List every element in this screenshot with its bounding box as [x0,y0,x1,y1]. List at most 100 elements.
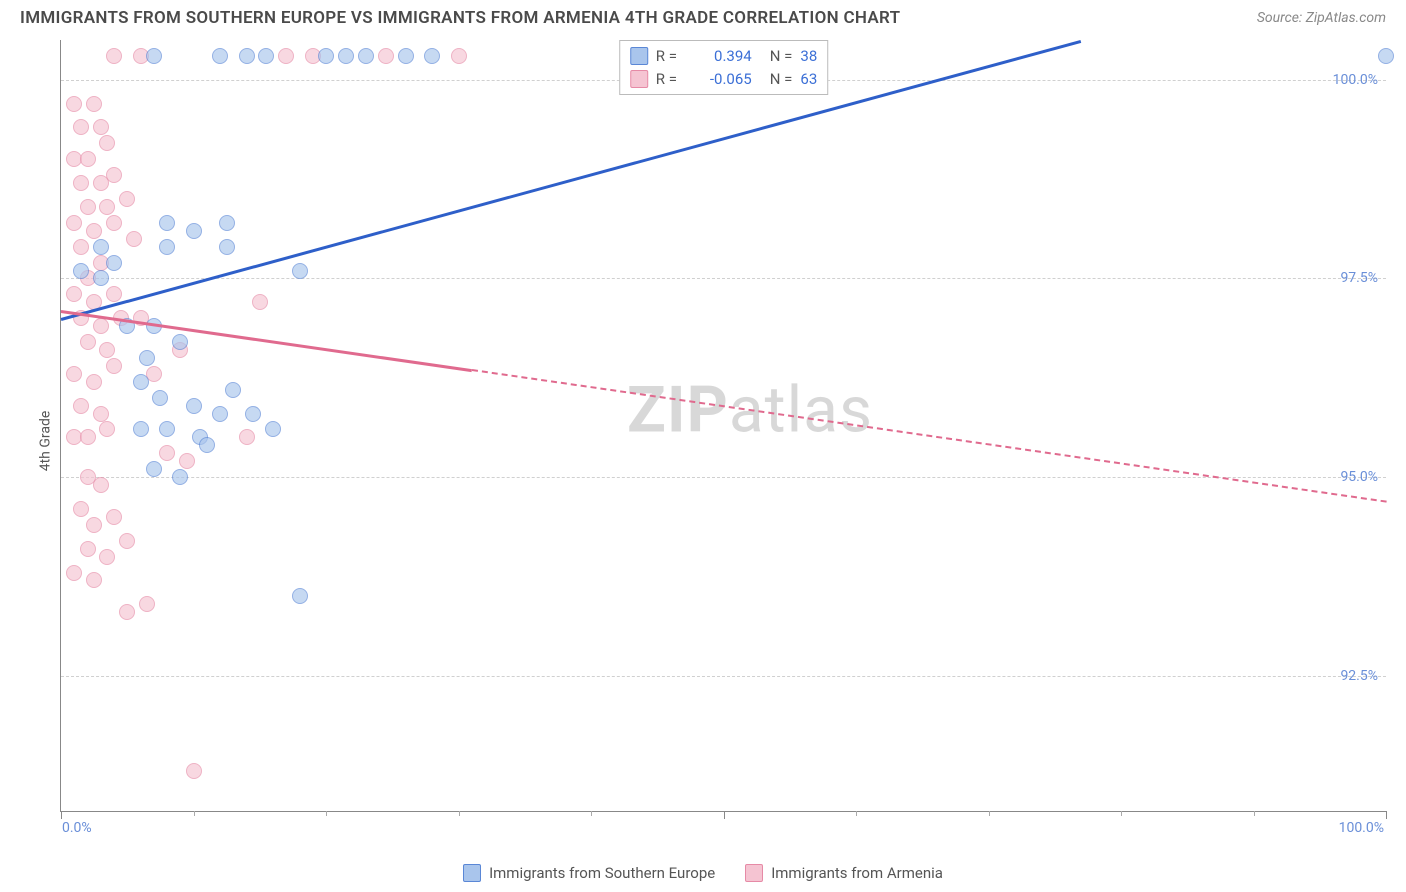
scatter-point-blue [212,406,228,422]
series-legend-item: Immigrants from Southern Europe [463,864,715,882]
scatter-point-pink [99,199,115,215]
scatter-point-pink [252,294,268,310]
scatter-point-blue [186,223,202,239]
scatter-point-pink [99,342,115,358]
scatter-point-pink [139,596,155,612]
scatter-point-blue [133,421,149,437]
scatter-point-pink [106,167,122,183]
x-tick-minor [856,811,857,816]
scatter-point-blue [245,406,261,422]
scatter-point-blue [93,239,109,255]
x-tick-minor [459,811,460,816]
chart-title: IMMIGRANTS FROM SOUTHERN EUROPE VS IMMIG… [20,8,900,28]
scatter-point-pink [73,175,89,191]
x-tick-minor [326,811,327,816]
scatter-point-blue [106,255,122,271]
chart-header: IMMIGRANTS FROM SOUTHERN EUROPE VS IMMIG… [0,0,1406,32]
scatter-point-pink [93,318,109,334]
scatter-point-blue [139,350,155,366]
scatter-point-blue [1378,48,1394,64]
scatter-point-pink [99,549,115,565]
r-value: 0.394 [692,45,752,68]
scatter-point-blue [219,239,235,255]
scatter-point-pink [86,374,102,390]
scatter-point-blue [159,215,175,231]
n-label: N = [770,68,793,91]
scatter-point-pink [179,453,195,469]
scatter-point-pink [93,406,109,422]
scatter-point-pink [80,334,96,350]
n-value: 38 [800,45,817,68]
correlation-legend-row: R =-0.065N = 63 [630,68,818,91]
n-label: N = [770,45,793,68]
series-legend-label: Immigrants from Armenia [771,864,943,882]
scatter-point-blue [146,461,162,477]
x-tick-major [1386,811,1387,819]
scatter-point-pink [106,48,122,64]
scatter-point-pink [80,151,96,167]
scatter-point-blue [146,48,162,64]
gridline-horizontal [61,278,1386,279]
scatter-point-blue [338,48,354,64]
scatter-point-blue [292,263,308,279]
scatter-point-blue [424,48,440,64]
plot-region: ZIPatlas R =0.394N = 38R =-0.065N = 63 9… [60,40,1386,812]
scatter-point-pink [66,366,82,382]
y-axis-label: 4th Grade [37,411,53,472]
trend-line-pink-solid [61,310,472,372]
scatter-point-pink [73,398,89,414]
correlation-legend: R =0.394N = 38R =-0.065N = 63 [619,40,829,95]
scatter-point-pink [86,517,102,533]
scatter-point-pink [106,215,122,231]
scatter-point-pink [106,509,122,525]
scatter-point-blue [159,421,175,437]
scatter-point-blue [292,588,308,604]
scatter-point-blue [258,48,274,64]
legend-swatch [745,864,763,882]
trend-line-pink-dashed [472,369,1387,503]
x-tick-major [724,811,725,819]
scatter-point-blue [219,215,235,231]
r-label: R = [656,45,684,68]
scatter-point-pink [126,231,142,247]
legend-swatch [630,70,648,88]
scatter-point-blue [398,48,414,64]
scatter-point-blue [199,437,215,453]
scatter-point-blue [172,334,188,350]
scatter-point-blue [225,382,241,398]
r-label: R = [656,68,684,91]
y-tick-label: 97.5% [1340,270,1378,286]
series-legend: Immigrants from Southern Europe Immigrant… [0,864,1406,882]
scatter-point-pink [73,239,89,255]
scatter-point-blue [318,48,334,64]
correlation-legend-row: R = 0.394 N = 38 [630,45,818,68]
scatter-point-pink [119,604,135,620]
x-tick-minor [1121,811,1122,816]
r-value: -0.065 [692,68,752,91]
scatter-point-pink [99,421,115,437]
series-legend-item: Immigrants from Armenia [745,864,943,882]
scatter-point-blue [212,48,228,64]
source-label: Source: ZipAtlas.com [1257,10,1386,26]
scatter-point-pink [106,286,122,302]
scatter-point-pink [86,96,102,112]
x-axis-max-label: 100.0% [1339,820,1384,836]
scatter-point-pink [186,763,202,779]
y-tick-label: 95.0% [1340,469,1378,485]
scatter-point-pink [99,135,115,151]
scatter-point-pink [451,48,467,64]
scatter-point-blue [239,48,255,64]
chart-area: 4th Grade ZIPatlas R =0.394N = 38R =-0.0… [20,40,1386,842]
scatter-point-blue [358,48,374,64]
scatter-point-pink [239,429,255,445]
x-tick-minor [1254,811,1255,816]
y-tick-label: 92.5% [1340,668,1378,684]
scatter-point-pink [66,215,82,231]
scatter-point-pink [66,286,82,302]
scatter-point-pink [93,477,109,493]
scatter-point-pink [93,119,109,135]
legend-swatch [630,47,648,65]
scatter-point-pink [278,48,294,64]
scatter-point-blue [152,390,168,406]
scatter-point-blue [93,270,109,286]
